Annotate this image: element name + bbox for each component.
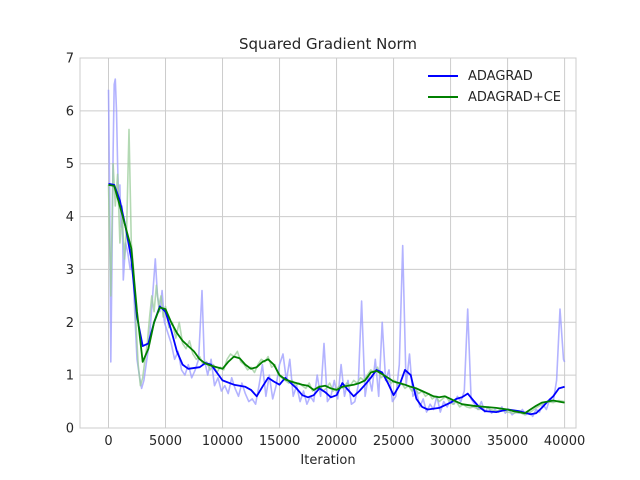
y-tick-label: 7 [66,52,74,67]
x-axis-title: Iteration [300,453,355,468]
smoothed-line-adagrad-ce [108,184,565,415]
x-tick-label: 5000 [149,434,182,449]
legend-label-adagrad: ADAGRAD [468,69,533,84]
tick-labels: 0 5000 10000 15000 20000 25000 30000 35000 40000… [66,52,586,450]
smoothed-series-layer [108,182,565,416]
x-tick-label: 10000 [202,434,243,449]
y-tick-label: 3 [66,263,74,278]
y-tick-label: 0 [66,422,74,437]
legend-label-adagrad-ce: ADAGRAD+CE [468,90,561,105]
x-tick-label: 0 [104,434,112,449]
grid-lines [80,57,576,429]
chart-title: Squared Gradient Norm [239,35,417,53]
legend: ADAGRAD ADAGRAD+CE [428,69,561,105]
y-tick-label: 2 [66,316,74,331]
x-tick-label: 25000 [373,434,414,449]
x-tick-label: 40000 [544,434,585,449]
y-tick-label: 1 [66,369,74,384]
raw-series-layer [107,78,566,418]
y-tick-label: 4 [66,210,74,225]
x-tick-label: 15000 [259,434,300,449]
raw-line-adagrad-ce [107,128,565,416]
y-tick-label: 6 [66,104,74,119]
raw-line-adagrad [107,78,566,418]
plot-area [79,57,577,429]
x-tick-label: 35000 [487,434,528,449]
x-tick-label: 30000 [430,434,471,449]
x-tick-label: 20000 [316,434,357,449]
smoothed-line-adagrad [108,182,565,416]
y-tick-label: 5 [66,157,74,172]
